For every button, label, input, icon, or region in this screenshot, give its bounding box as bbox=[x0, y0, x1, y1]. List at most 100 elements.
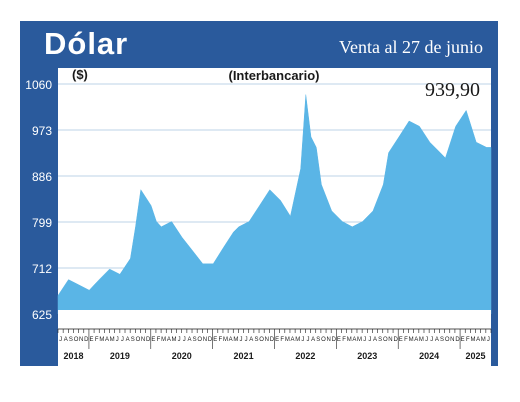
x-month-letter: A bbox=[229, 337, 233, 343]
x-month-letter: F bbox=[157, 337, 161, 343]
x-day-label: 12 bbox=[363, 314, 375, 325]
x-month-letter: N bbox=[326, 337, 330, 343]
x-month-letter: O bbox=[74, 337, 79, 343]
x-day-label: 21 bbox=[386, 314, 398, 325]
x-month-letter: F bbox=[219, 337, 223, 343]
x-month-letter: M bbox=[481, 337, 486, 343]
x-month-letter: M bbox=[110, 337, 115, 343]
x-day-label: 13 bbox=[327, 314, 339, 325]
x-day-label: 12 bbox=[129, 314, 141, 325]
x-year-label: 2022 bbox=[295, 351, 315, 361]
x-month-letter: E bbox=[89, 337, 93, 343]
x-month-letter: J bbox=[116, 337, 119, 343]
x-month-letter: A bbox=[187, 337, 191, 343]
x-month-letter: O bbox=[136, 337, 141, 343]
x-month-letter: N bbox=[141, 337, 145, 343]
x-month-letter: N bbox=[203, 337, 207, 343]
x-day-label: 31 bbox=[70, 314, 82, 325]
x-month-letter: F bbox=[342, 337, 346, 343]
x-day-label: 21 bbox=[421, 314, 433, 325]
x-month-letter: A bbox=[291, 337, 295, 343]
x-month-letter: M bbox=[171, 337, 176, 343]
x-month-letter: S bbox=[378, 337, 382, 343]
x-month-letter: M bbox=[233, 337, 238, 343]
x-month-letter: O bbox=[259, 337, 264, 343]
x-day-label: 53 bbox=[82, 314, 94, 325]
x-month-letter: A bbox=[105, 337, 109, 343]
y-axis-unit-label: ($) bbox=[72, 67, 88, 82]
x-month-letter: D bbox=[270, 337, 275, 343]
x-month-letter: D bbox=[393, 337, 398, 343]
y-tick-label: 886 bbox=[32, 170, 52, 184]
x-month-letter: M bbox=[223, 337, 228, 343]
x-day-label: 11 bbox=[281, 314, 292, 325]
x-day-label: 31 bbox=[58, 314, 70, 325]
x-month-letter: E bbox=[399, 337, 403, 343]
x-month-letter: M bbox=[470, 337, 475, 343]
x-month-letter: N bbox=[79, 337, 83, 343]
x-month-letter: N bbox=[388, 337, 392, 343]
x-month-letter: S bbox=[69, 337, 73, 343]
x-month-letter: N bbox=[450, 337, 454, 343]
chart-subtitle: Venta al 27 de junio bbox=[339, 37, 483, 57]
x-month-letter: J bbox=[59, 337, 62, 343]
x-month-letter: A bbox=[167, 337, 171, 343]
x-day-label: 23 bbox=[398, 314, 410, 325]
x-month-letter: J bbox=[245, 337, 248, 343]
x-day-label: 31 bbox=[456, 314, 468, 325]
x-year-label: 2023 bbox=[357, 351, 377, 361]
x-year-label: 2020 bbox=[172, 351, 192, 361]
x-day-label: 14 bbox=[175, 314, 187, 325]
y-tick-label: 712 bbox=[32, 262, 52, 276]
x-day-label: 42 bbox=[433, 314, 445, 325]
x-month-letter: A bbox=[352, 337, 356, 343]
x-month-letter: O bbox=[445, 337, 450, 343]
x-day-label: 21 bbox=[93, 314, 105, 325]
x-month-letter: J bbox=[425, 337, 428, 343]
x-month-letter: A bbox=[414, 337, 418, 343]
x-month-letter: E bbox=[461, 337, 465, 343]
x-month-letter: F bbox=[404, 337, 408, 343]
x-month-letter: J bbox=[239, 337, 242, 343]
x-day-label: 13 bbox=[187, 314, 199, 325]
x-month-letter: O bbox=[197, 337, 202, 343]
x-day-label: 11 bbox=[105, 314, 116, 325]
x-year-label: 2018 bbox=[63, 351, 83, 361]
x-month-letter: E bbox=[337, 337, 341, 343]
chart-series-label: (Interbancario) bbox=[228, 68, 319, 83]
x-month-letter: F bbox=[95, 337, 99, 343]
x-day-label: 32 bbox=[164, 314, 176, 325]
x-month-letter: A bbox=[311, 337, 315, 343]
x-day-label: 32 bbox=[316, 314, 328, 325]
x-day-label: 11 bbox=[222, 314, 233, 325]
x-month-letter: J bbox=[487, 337, 490, 343]
x-day-label: 22 bbox=[152, 314, 164, 325]
x-day-label: 21 bbox=[292, 314, 304, 325]
x-month-letter: M bbox=[419, 337, 424, 343]
x-month-letter: A bbox=[126, 337, 130, 343]
x-month-letter: J bbox=[183, 337, 186, 343]
x-month-letter: D bbox=[332, 337, 337, 343]
x-day-label: 11 bbox=[410, 314, 421, 325]
x-month-letter: E bbox=[151, 337, 155, 343]
x-day-label: 13 bbox=[339, 314, 351, 325]
x-day-label: 31 bbox=[234, 314, 246, 325]
x-year-label: 2025 bbox=[466, 351, 486, 361]
dollar-area-series bbox=[57, 94, 492, 315]
x-month-letter: D bbox=[455, 337, 460, 343]
x-day-label: 23 bbox=[444, 314, 456, 325]
x-month-letter: J bbox=[363, 337, 366, 343]
x-month-letter: N bbox=[265, 337, 269, 343]
x-month-letter: M bbox=[409, 337, 414, 343]
x-year-label: 2024 bbox=[419, 351, 439, 361]
x-month-letter: O bbox=[383, 337, 388, 343]
last-value-label: 939,90 bbox=[425, 79, 480, 101]
x-month-letter: J bbox=[430, 337, 433, 343]
y-tick-label: 1060 bbox=[25, 78, 52, 92]
x-month-letter: D bbox=[146, 337, 151, 343]
y-tick-label: 799 bbox=[32, 216, 52, 230]
x-day-label: 2 bbox=[471, 314, 477, 325]
x-month-letter: S bbox=[316, 337, 320, 343]
x-day-label: 21 bbox=[257, 314, 269, 325]
x-day-label: 21 bbox=[351, 314, 363, 325]
